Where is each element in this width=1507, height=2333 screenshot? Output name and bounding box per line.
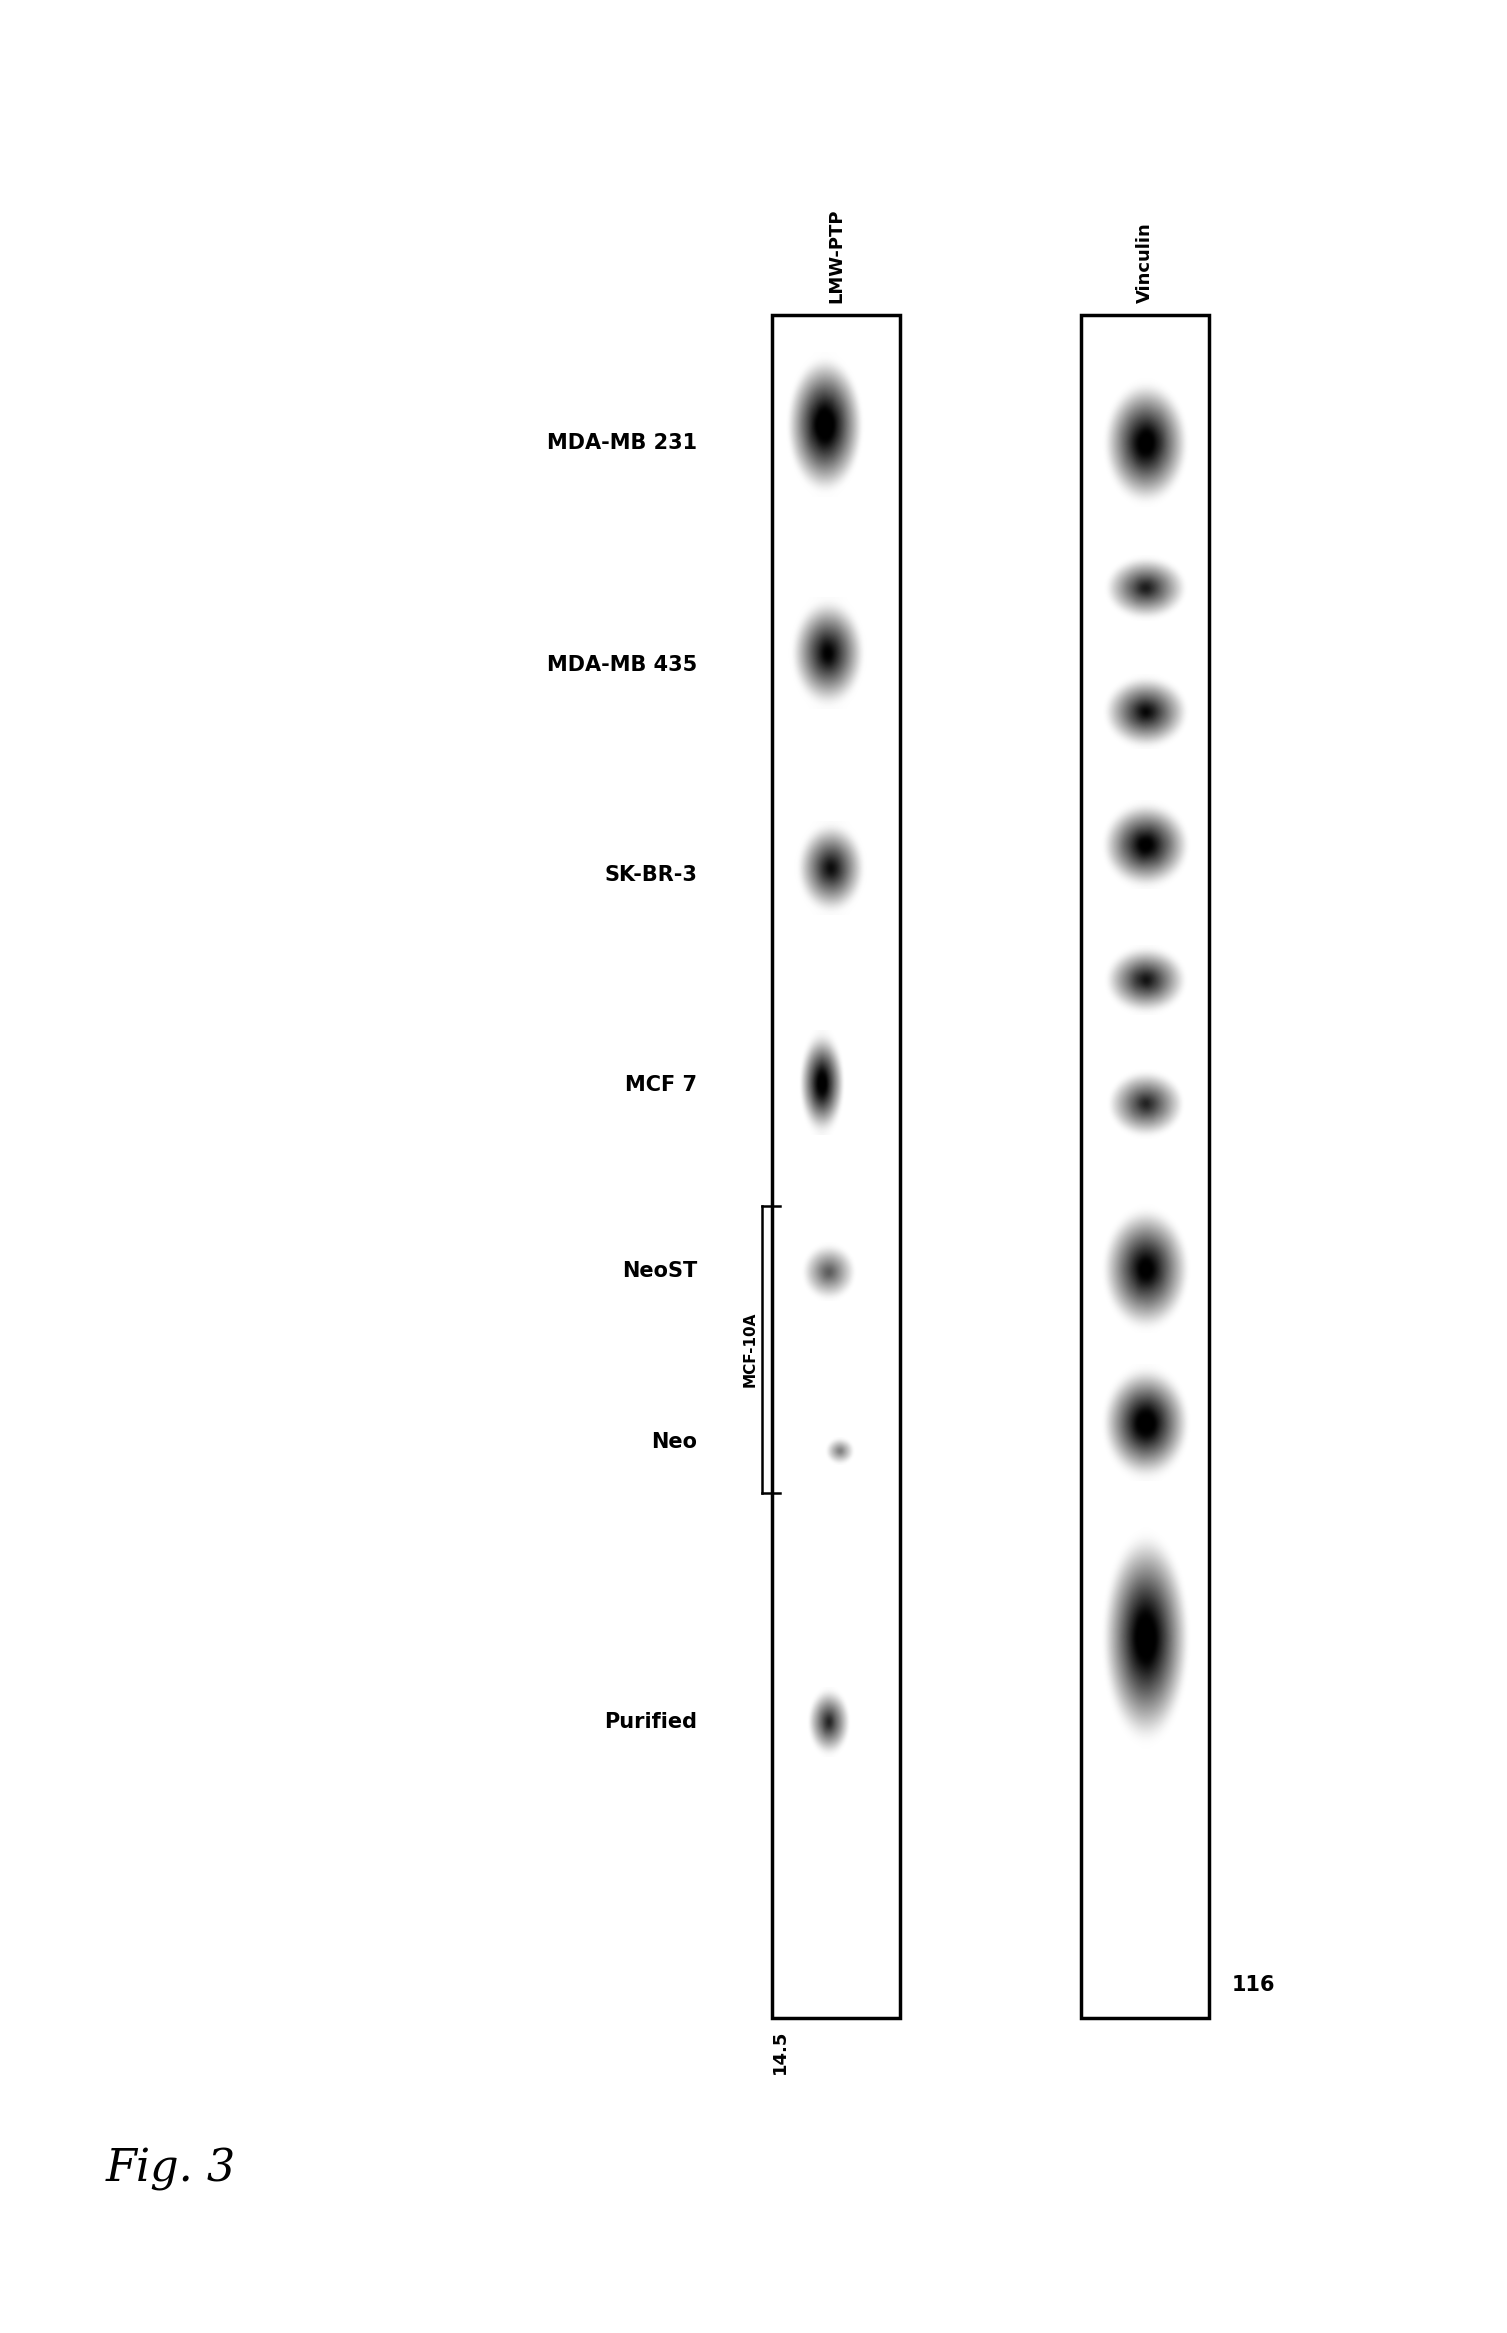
Text: 14.5: 14.5 (772, 2030, 788, 2074)
Text: Vinculin: Vinculin (1136, 222, 1154, 303)
Text: LMW-PTP: LMW-PTP (827, 208, 845, 303)
Text: Neo: Neo (651, 1432, 696, 1451)
Text: MCF-10A: MCF-10A (743, 1311, 758, 1388)
Text: 116: 116 (1233, 1974, 1275, 1995)
Text: MDA-MB 435: MDA-MB 435 (547, 656, 696, 674)
Text: NeoST: NeoST (622, 1262, 696, 1281)
Text: MDA-MB 231: MDA-MB 231 (547, 434, 696, 453)
Text: Purified: Purified (604, 1712, 696, 1731)
Bar (773, 315, 901, 2018)
Text: SK-BR-3: SK-BR-3 (604, 866, 696, 884)
Bar (1082, 315, 1209, 2018)
Text: MCF 7: MCF 7 (625, 1076, 696, 1094)
Text: Fig. 3: Fig. 3 (105, 2149, 235, 2191)
